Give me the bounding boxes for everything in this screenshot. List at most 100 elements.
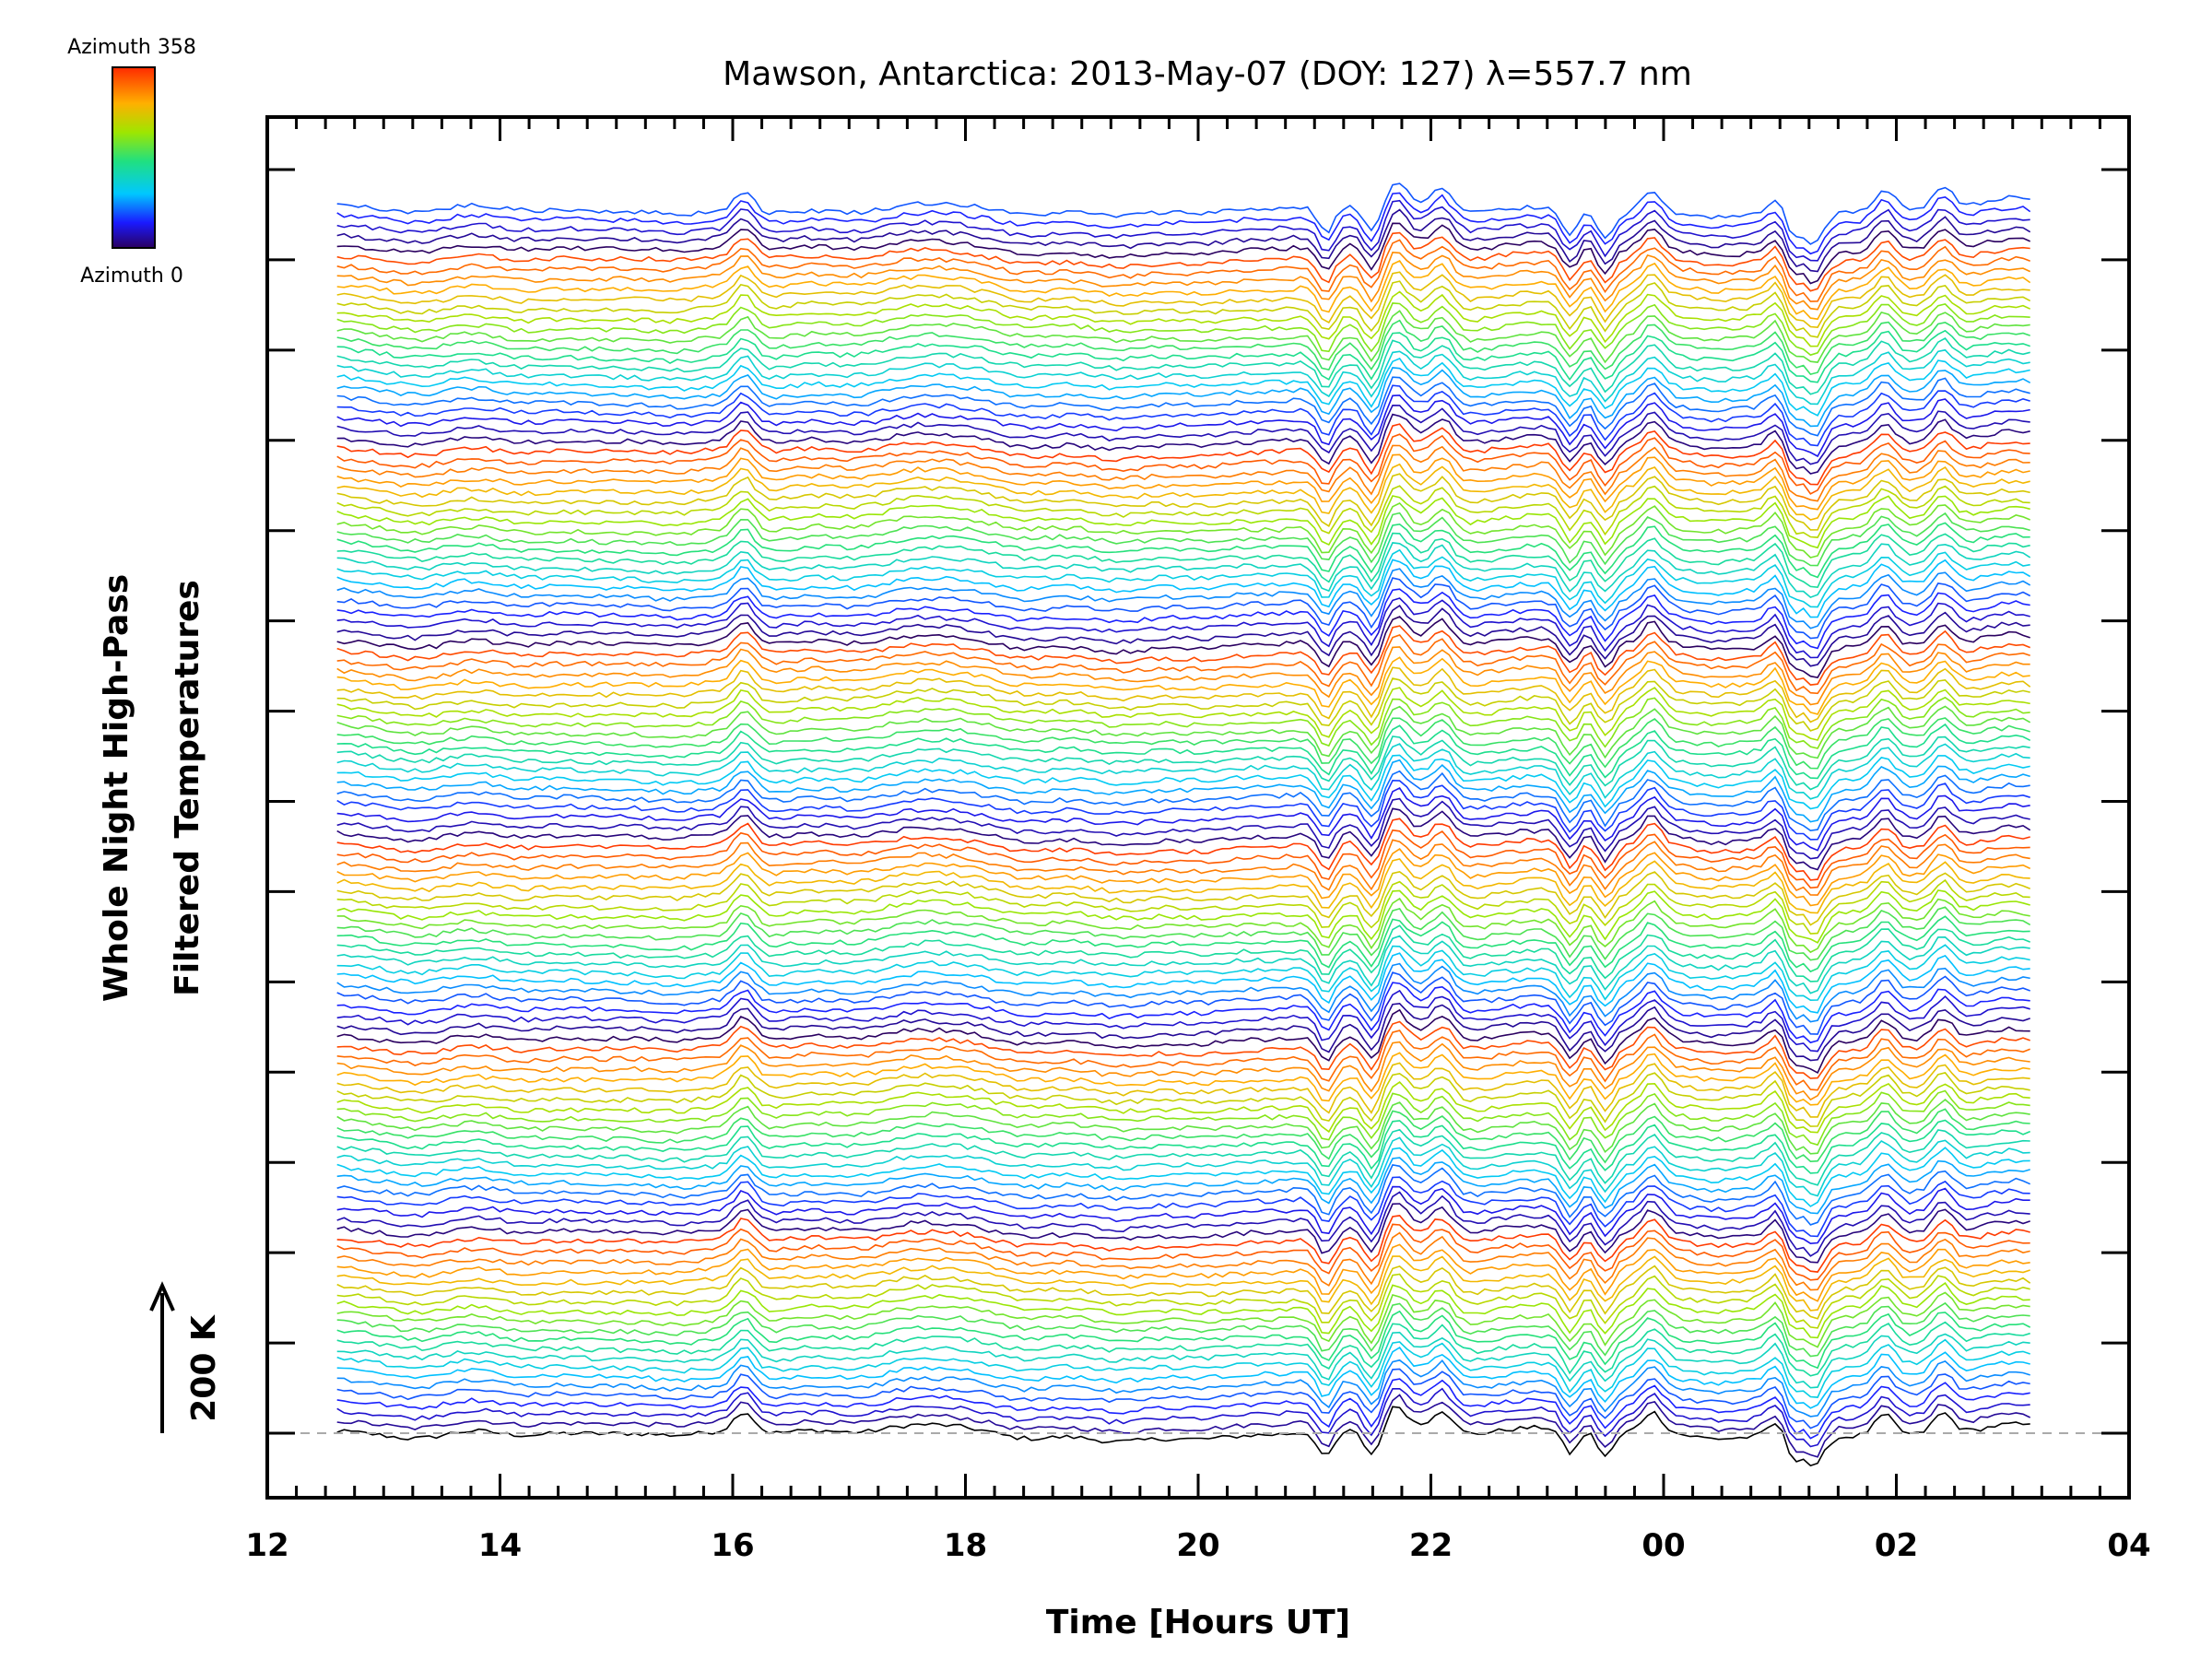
azimuth-trace	[336, 786, 2030, 852]
azimuth-trace	[336, 1164, 2031, 1226]
azimuth-trace	[336, 818, 2030, 881]
x-tick-label: 18	[944, 1527, 987, 1564]
azimuth-trace	[336, 935, 2030, 994]
scale-label: 200 K	[185, 1314, 223, 1422]
azimuth-trace	[336, 1301, 2030, 1358]
azimuth-trace	[336, 1108, 2030, 1164]
azimuth-trace	[336, 1136, 2030, 1197]
x-axis-label: Time [Hours UT]	[1046, 1604, 1350, 1641]
azimuth-trace	[336, 568, 2031, 629]
azimuth-trace	[336, 1098, 2030, 1155]
azimuth-trace	[336, 329, 2030, 383]
azimuth-trace	[336, 1223, 2030, 1281]
azimuth-trace	[336, 251, 2031, 311]
azimuth-trace	[336, 1008, 2030, 1075]
x-tick-label: 16	[711, 1527, 754, 1564]
azimuth-trace	[336, 485, 2030, 538]
azimuth-trace	[336, 404, 2030, 465]
azimuth-trace	[336, 735, 2030, 791]
azimuth-trace	[336, 677, 2030, 732]
azimuth-trace	[336, 962, 2030, 1023]
colorbar-legend: Azimuth 358 Azimuth 0	[67, 36, 196, 288]
azimuth-trace	[336, 878, 2030, 935]
azimuth-trace	[336, 1331, 2030, 1389]
azimuth-trace	[336, 604, 2030, 667]
azimuth-trace	[336, 444, 2030, 502]
azimuth-trace	[336, 336, 2030, 395]
azimuth-trace	[336, 989, 2030, 1053]
azimuth-trace	[336, 588, 2030, 650]
azimuth-trace	[336, 1052, 2030, 1106]
azimuth-trace	[336, 1147, 2030, 1207]
azimuth-trace	[336, 239, 2030, 302]
azimuth-trace	[336, 705, 2031, 759]
azimuth-trace	[336, 463, 2030, 521]
azimuth-trace	[336, 858, 2030, 914]
y-axis-label: Whole Night High-Pass Filtered Temperatu…	[98, 574, 206, 1002]
azimuth-trace	[336, 696, 2030, 749]
azimuth-trace	[336, 280, 2031, 338]
azimuth-trace	[336, 807, 2031, 871]
azimuth-trace	[336, 192, 2031, 255]
x-tick-label: 12	[245, 1527, 288, 1564]
azimuth-trace	[336, 367, 2031, 428]
azimuth-trace	[336, 1030, 2030, 1091]
azimuth-trace	[336, 1321, 2030, 1377]
azimuth-trace	[336, 1359, 2030, 1418]
azimuth-trace	[336, 770, 2030, 832]
azimuth-trace	[336, 473, 2030, 531]
azimuth-trace	[336, 348, 2030, 406]
azimuth-trace	[336, 1041, 2030, 1101]
azimuth-trace	[336, 1185, 2030, 1245]
x-tick-label: 20	[1176, 1527, 1219, 1564]
azimuth-trace	[336, 687, 2030, 741]
azimuth-trace	[336, 1119, 2031, 1174]
azimuth-trace	[336, 358, 2030, 417]
azimuth-trace	[336, 754, 2030, 810]
azimuth-trace	[336, 548, 2030, 608]
azimuth-trace	[336, 779, 2030, 841]
x-tick-label: 04	[2107, 1527, 2150, 1564]
azimuth-trace	[336, 559, 2031, 618]
azimuth-trace	[336, 532, 2030, 589]
azimuth-trace	[336, 1291, 2030, 1348]
x-axis-tick-labels: 12 14 16 18 20 22 00 02 04	[245, 1527, 2150, 1564]
azimuth-trace	[336, 1368, 2030, 1430]
azimuth-trace	[336, 646, 2030, 706]
legend-bottom-label: Azimuth 0	[80, 265, 183, 288]
azimuth-trace	[336, 522, 2030, 579]
azimuth-trace	[336, 906, 2031, 961]
azimuth-trace	[336, 915, 2030, 973]
x-tick-label: 14	[478, 1527, 522, 1564]
azimuth-trace	[336, 743, 2030, 800]
azimuth-trace	[336, 1387, 2030, 1448]
azimuth-trace	[336, 1203, 2030, 1264]
azimuth-trace	[336, 982, 2030, 1044]
azimuth-trace	[336, 797, 2030, 860]
chart-title: Mawson, Antarctica: 2013-May-07 (DOY: 12…	[723, 55, 1692, 93]
azimuth-trace	[336, 717, 2030, 770]
azimuth-trace	[336, 723, 2031, 780]
azimuth-trace	[336, 1378, 2030, 1440]
azimuth-trace	[336, 423, 2030, 486]
azimuth-trace	[336, 1020, 2030, 1079]
azimuth-trace	[336, 924, 2030, 982]
azimuth-trace	[336, 1002, 2030, 1062]
azimuth-trace	[336, 182, 2030, 245]
azimuth-trace	[336, 1215, 2030, 1273]
scale-indicator: 200 K	[149, 1281, 223, 1433]
x-axis-ticks	[265, 117, 2131, 1498]
azimuth-trace	[336, 1157, 2030, 1215]
azimuth-trace	[336, 634, 2030, 695]
azimuth-trace	[336, 597, 2030, 659]
azimuth-trace	[336, 290, 2031, 347]
azimuth-trace	[336, 259, 2031, 321]
azimuth-trace	[336, 1406, 2030, 1467]
azimuth-trace	[336, 394, 2030, 458]
azimuth-trace	[336, 829, 2030, 889]
x-tick-label: 02	[1875, 1527, 1918, 1564]
azimuth-trace	[336, 656, 2030, 715]
azimuth-trace	[336, 897, 2030, 954]
azimuth-trace	[336, 271, 2030, 329]
